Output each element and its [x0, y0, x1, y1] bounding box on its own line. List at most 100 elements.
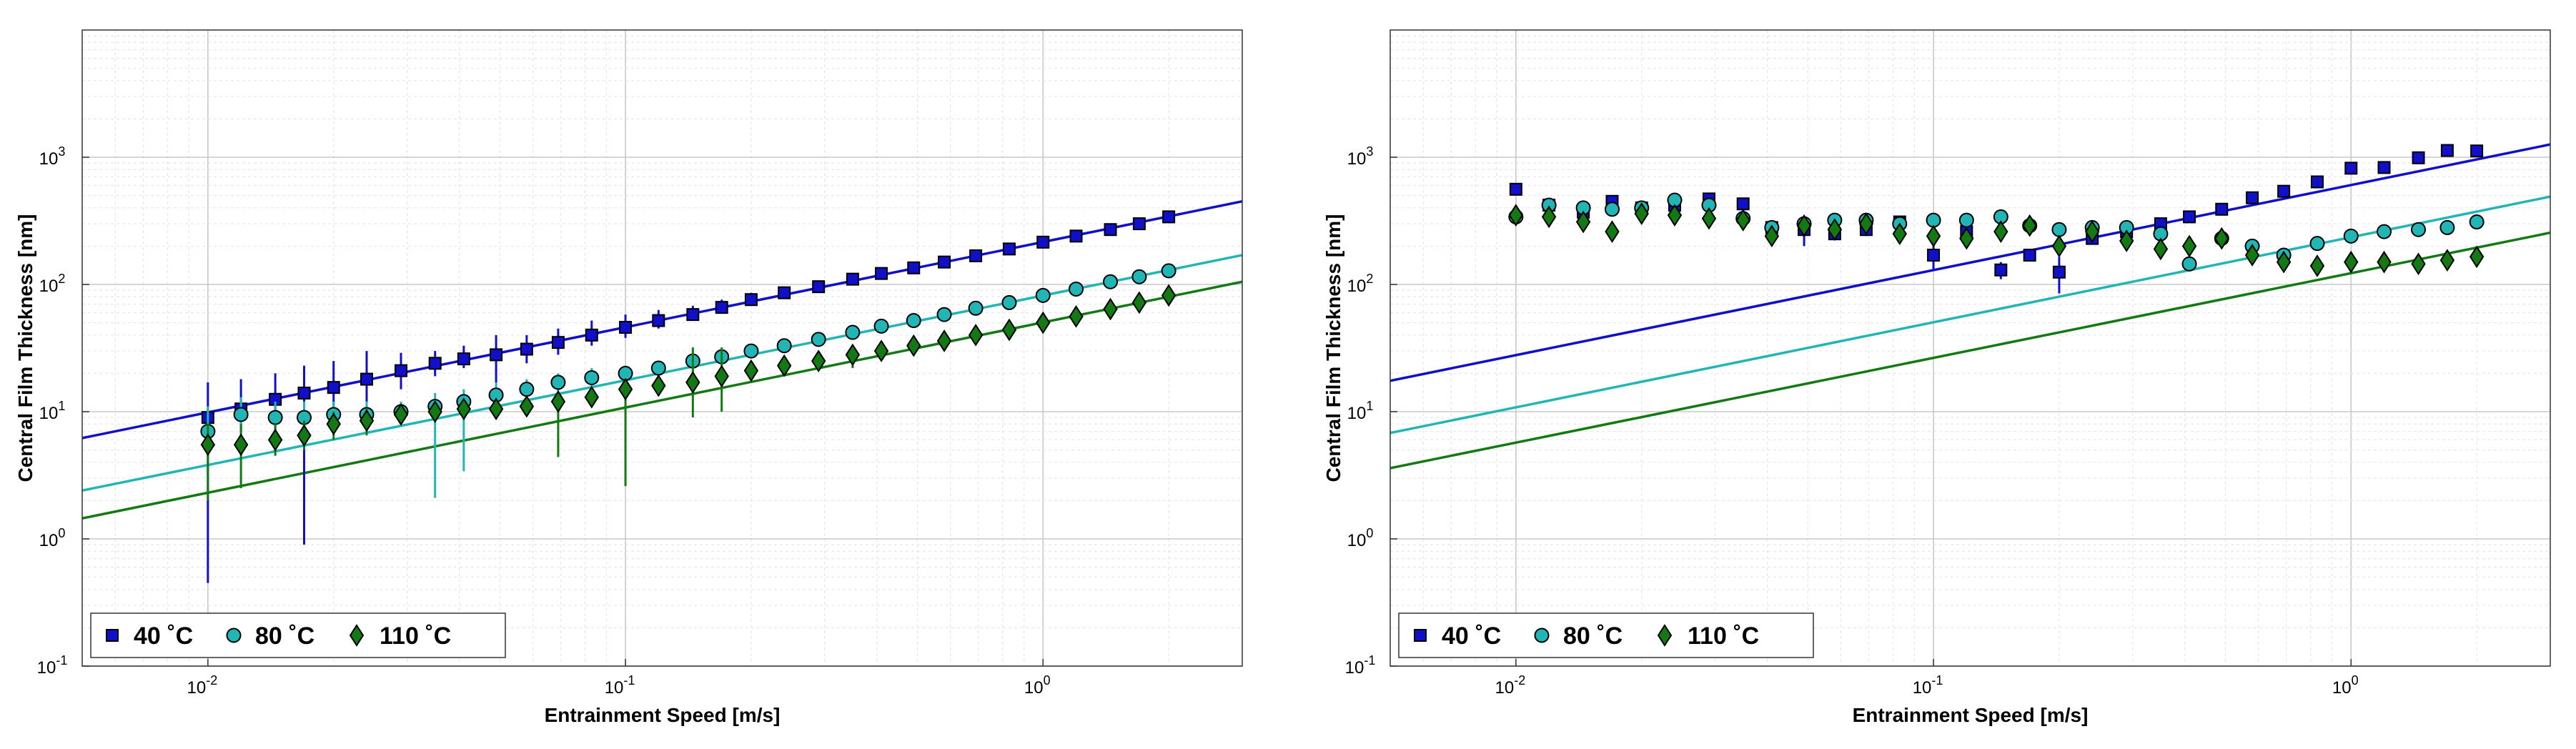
data-point: [2309, 254, 2325, 277]
data-point: [267, 428, 283, 452]
data-point: [846, 272, 859, 286]
data-point: [776, 338, 792, 354]
y-axis-label: Central Film Thickness [nm]: [14, 214, 36, 482]
data-point: [845, 343, 861, 367]
data-point: [2119, 229, 2134, 252]
legend-marker: [226, 628, 242, 643]
data-point: [456, 397, 472, 421]
data-point: [1827, 218, 1843, 242]
data-point: [2344, 162, 2358, 175]
data-point: [2214, 227, 2229, 250]
legend-marker: [106, 629, 119, 642]
legend: 40 ˚C 80 ˚C 110 ˚C: [90, 612, 506, 658]
data-point: [550, 374, 566, 390]
fit-line-0: [1390, 143, 2550, 382]
data-point: [875, 267, 888, 280]
y-axis-label: Central Film Thickness [nm]: [1322, 214, 1344, 482]
data-point: [1993, 220, 2008, 243]
data-point: [1735, 209, 1750, 232]
right-chart-panel: 10-2 10-1 100 10-1 100 101 102 103 Entrainment S…: [1322, 29, 2551, 726]
data-point: [812, 280, 826, 294]
y-tick-label: 101: [39, 399, 66, 423]
y-tick-label: 102: [1347, 272, 1374, 296]
data-point: [2181, 256, 2197, 272]
left-chart-panel: 10-2 10-1 100 10-1 100 101 102 103 Entrainment S…: [14, 29, 1243, 726]
data-point: [778, 286, 791, 299]
data-point: [1103, 274, 1119, 289]
data-point: [1069, 281, 1084, 297]
data-point: [297, 386, 311, 400]
x-tick-label: 10-1: [605, 673, 635, 698]
data-point: [550, 390, 566, 413]
legend-box: [90, 612, 506, 658]
legend-marker: [1657, 624, 1673, 647]
data-point: [200, 433, 216, 457]
data-point: [2469, 245, 2485, 269]
data-point: [652, 314, 665, 327]
y-tick-label: 10-1: [1345, 653, 1376, 678]
data-point: [1927, 248, 1941, 262]
data-point: [743, 359, 759, 382]
data-point: [938, 255, 951, 269]
data-point: [1069, 304, 1084, 328]
data-point: [2051, 222, 2067, 237]
data-point: [1926, 224, 1941, 248]
data-point: [1161, 263, 1176, 279]
data-point: [2440, 144, 2454, 157]
data-point: [969, 249, 983, 262]
axes-frame: [1389, 29, 2551, 667]
data-point: [1131, 291, 1147, 314]
legend-marker: [349, 624, 365, 647]
data-point: [360, 372, 373, 386]
plot-area: [1390, 30, 2550, 666]
data-point: [1132, 217, 1146, 231]
data-point: [1131, 269, 1147, 284]
data-point: [584, 369, 600, 385]
data-point: [619, 321, 633, 334]
y-tick-label: 103: [1347, 144, 1374, 169]
data-point: [2439, 249, 2455, 272]
legend-marker: [1414, 629, 1427, 642]
x-tick-label: 10-2: [187, 673, 218, 698]
y-tick-label: 10-1: [37, 653, 68, 678]
grid: [81, 30, 1243, 667]
data-point: [394, 364, 407, 377]
data-point: [2344, 250, 2359, 274]
legend-entry: 110 ˚C: [380, 622, 451, 650]
legend-entry: 80 ˚C: [1563, 622, 1623, 650]
x-tick-label: 100: [1024, 673, 1051, 698]
data-point: [327, 381, 340, 395]
data-point: [2377, 161, 2391, 174]
data-point: [2276, 250, 2292, 274]
axes-frame: [81, 29, 1243, 667]
tick-labels: 10-2 10-1 100 10-1 100 101 102 103: [37, 144, 1051, 698]
data-point: [1796, 214, 1812, 237]
x-tick-label: 100: [2332, 673, 2359, 698]
data-point: [2183, 210, 2196, 224]
data-point: [1104, 223, 1117, 237]
data-point: [457, 352, 470, 366]
data-point: [520, 342, 533, 356]
data-point: [2310, 175, 2324, 189]
data-point: [1764, 224, 1780, 248]
plot-area: [82, 30, 1242, 666]
data-point: [1161, 284, 1176, 307]
data-point: [551, 336, 565, 349]
legend-entry: 40 ˚C: [1442, 622, 1501, 650]
data-point: [685, 371, 700, 394]
data-point: [1509, 182, 1522, 196]
tick-labels: 10-2 10-1 100 10-1 100 101 102 103: [1345, 144, 2359, 698]
data-point: [2181, 234, 2197, 258]
data-point: [1069, 229, 1083, 243]
data-point: [1541, 205, 1557, 229]
data-point: [1001, 318, 1017, 342]
data-point: [2412, 151, 2425, 164]
data-point: [2277, 184, 2291, 198]
series-2: [1508, 202, 2485, 277]
data-point: [686, 308, 700, 322]
data-point: [1994, 263, 2008, 277]
data-point: [1892, 222, 1907, 246]
data-point: [2022, 214, 2037, 237]
data-point: [2377, 250, 2392, 274]
data-point: [359, 409, 375, 432]
